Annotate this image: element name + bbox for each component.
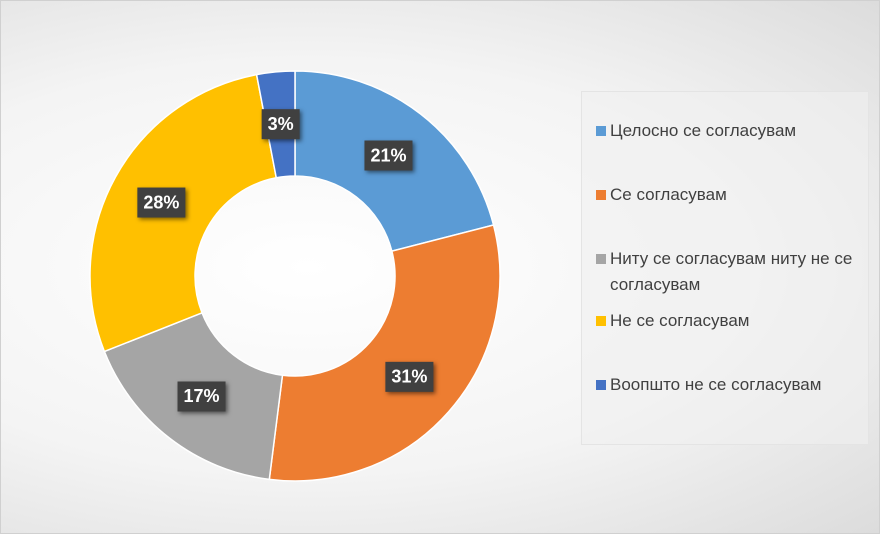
legend-swatch <box>596 254 606 264</box>
legend-swatch <box>596 190 606 200</box>
legend-label: Се согласувам <box>610 185 727 204</box>
legend: Целосно се согласувам Се согласувам Ниту с… <box>581 91 869 445</box>
legend-item: Ниту се согласувам ниту не се согласувам <box>596 246 860 298</box>
legend-label: Не се согласувам <box>610 311 750 330</box>
legend-item: Не се согласувам <box>596 308 860 334</box>
legend-item: Воопшто не се согласувам <box>596 372 860 398</box>
data-label: 3% <box>261 109 300 140</box>
data-label-text: 21% <box>370 145 406 165</box>
data-label-box <box>261 109 300 140</box>
data-label-box <box>177 381 226 412</box>
data-label-box <box>385 361 434 392</box>
data-label-box <box>364 140 413 171</box>
data-label: 17% <box>177 381 226 412</box>
legend-label: Воопшто не се согласувам <box>610 375 822 394</box>
data-label: 21% <box>364 140 413 171</box>
legend-item: Се согласувам <box>596 182 860 208</box>
legend-swatch <box>596 316 606 326</box>
data-label: 31% <box>385 361 434 392</box>
legend-label: Целосно се согласувам <box>610 121 797 140</box>
legend-swatch <box>596 126 606 136</box>
legend-swatch <box>596 380 606 390</box>
legend-label: Ниту се согласувам ниту не се согласувам <box>610 249 853 294</box>
data-label-text: 3% <box>268 114 294 134</box>
data-label-text: 28% <box>143 192 179 212</box>
data-label: 28% <box>137 187 186 218</box>
data-label-text: 31% <box>391 367 427 387</box>
data-label-box <box>137 187 186 218</box>
donut-slice <box>268 224 501 482</box>
legend-item: Целосно се согласувам <box>596 118 860 144</box>
data-label-text: 17% <box>184 386 220 406</box>
